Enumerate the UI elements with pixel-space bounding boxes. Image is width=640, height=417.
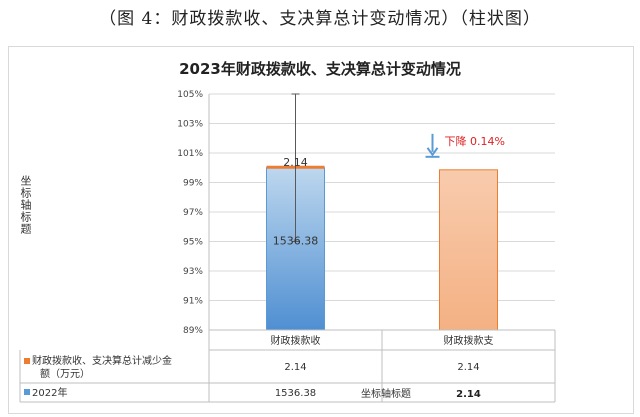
y-tick-label: 99% bbox=[183, 179, 203, 189]
decrease-annotation: 下降 0.14% bbox=[445, 134, 505, 148]
data-label-decrease: 2.14 bbox=[283, 156, 308, 169]
legend-swatch-2022 bbox=[24, 389, 30, 395]
figure-caption: （图 4：财政拨款收、支决算总计变动情况）（柱状图） bbox=[99, 9, 541, 29]
down-arrow-head bbox=[426, 147, 439, 157]
table-cell-decrease: 2.14 bbox=[284, 362, 306, 373]
y-axis-title: 坐标轴标题 bbox=[19, 175, 32, 235]
table-cell-2022: 2.14 bbox=[456, 389, 481, 400]
table-cell-decrease: 2.14 bbox=[457, 362, 479, 373]
y-tick-label: 95% bbox=[183, 238, 203, 248]
legend-label-decrease-line2: 额（万元） bbox=[40, 367, 90, 380]
legend-label-2022: 2022年 bbox=[32, 386, 67, 399]
chart-title: 2023年财政拨款收、支决算总计变动情况 bbox=[179, 60, 461, 78]
legend-swatch-decrease bbox=[24, 358, 30, 364]
y-tick-label: 103% bbox=[177, 120, 203, 130]
x-axis-title: 坐标轴标题 bbox=[361, 387, 411, 400]
x-category-label: 财政拨款收 bbox=[271, 334, 321, 347]
y-tick-label: 91% bbox=[183, 297, 203, 307]
x-category-label: 财政拨款支 bbox=[444, 334, 494, 347]
y-tick-label: 93% bbox=[183, 267, 203, 277]
y-tick-label: 105% bbox=[177, 90, 203, 100]
y-tick-label: 97% bbox=[183, 208, 203, 218]
data-label-2022: 1536.38 bbox=[273, 234, 319, 247]
y-tick-label: 89% bbox=[183, 326, 203, 336]
table-cell-2022: 1536.38 bbox=[275, 388, 316, 399]
y-tick-label: 101% bbox=[177, 149, 203, 159]
legend-label-decrease-line1: 财政拨款收、支决算总计减少金 bbox=[32, 354, 172, 367]
bar-decrease[interactable] bbox=[439, 169, 498, 331]
